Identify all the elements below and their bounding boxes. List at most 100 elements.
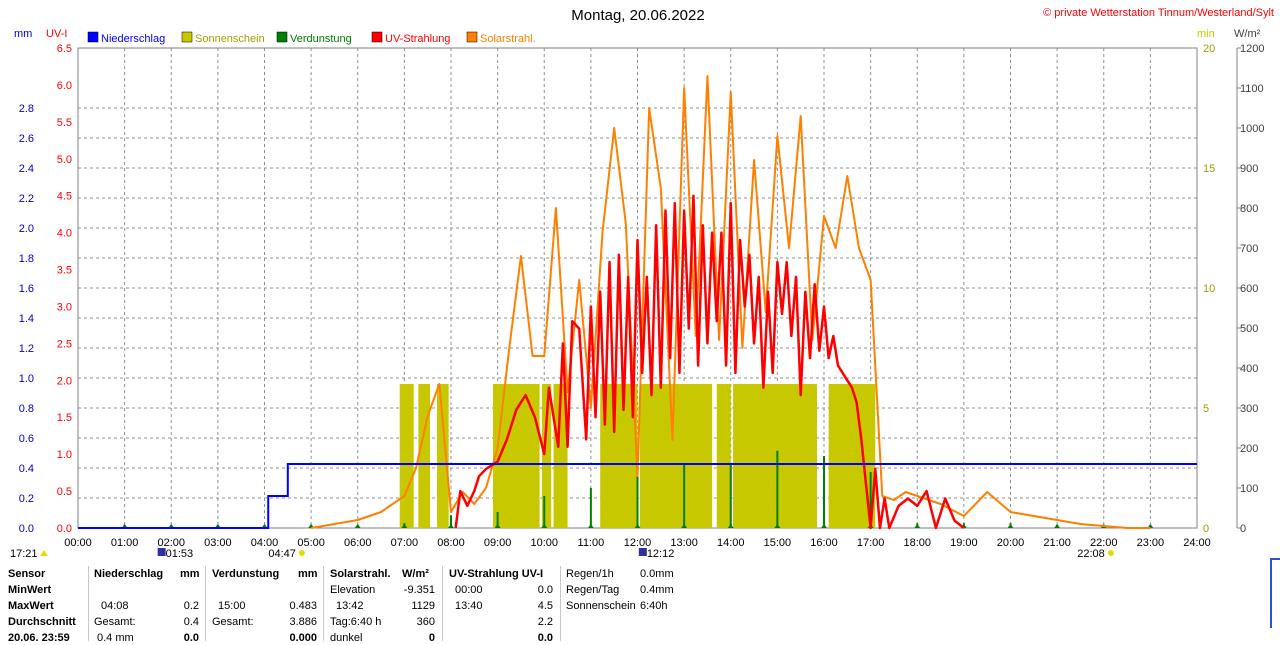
evaporation-marker [774, 524, 781, 528]
evap-total-value: 3.886 [289, 616, 317, 628]
sensor-header: Sensor [8, 568, 46, 580]
moon-time-label: 12:12 [647, 548, 675, 560]
rain-last-value: 0.0 [183, 632, 199, 644]
uv-last-value: 0.0 [537, 632, 553, 644]
x-tick-label: 15:00 [764, 537, 792, 549]
solar-tick-label: 1200 [1240, 43, 1264, 55]
x-tick-label: 19:00 [950, 537, 978, 549]
uv-tick-label: 1.5 [57, 412, 72, 424]
rain-tick-label: 0.2 [19, 493, 34, 505]
x-tick-label: 24:00 [1183, 537, 1211, 549]
sun-tick-label: 5 [1203, 403, 1209, 415]
solar-elev-value: -9.351 [403, 584, 435, 596]
evap-max-time: 15:00 [218, 600, 246, 612]
x-tick-label: 14:00 [717, 537, 745, 549]
rain-axis-unit: mm [14, 28, 32, 40]
evap-max-value: 0.483 [289, 600, 317, 612]
legend-swatch [276, 31, 288, 43]
evaporation-marker [727, 524, 734, 528]
solar-elev-label: Elevation [330, 584, 376, 596]
weather-chart: Montag, 20.06.2022 © private Wetterstati… [10, 7, 1274, 560]
rain-tick-label: 2.2 [19, 193, 34, 205]
uv-tick-label: 3.0 [57, 301, 72, 313]
rain-tick-label: 0.0 [19, 523, 34, 535]
rain-header: Niederschlag [94, 568, 164, 580]
solar-unit: W/m² [402, 568, 429, 580]
x-tick-label: 21:00 [1043, 537, 1071, 549]
uv-axis-unit: UV-I [46, 28, 67, 40]
x-tick-label: 13:00 [670, 537, 698, 549]
copyright-text: © private Wetterstation Tinnum/Westerlan… [1043, 7, 1274, 19]
x-tick-label: 17:00 [857, 537, 885, 549]
uv-max-time: 13:40 [455, 600, 483, 612]
evap-header: Verdunstung [212, 568, 280, 580]
x-tick-label: 04:00 [251, 537, 279, 549]
sunshine-bar [716, 384, 731, 528]
evaporation-marker [1054, 524, 1061, 528]
evaporation-marker [401, 524, 408, 528]
time-markers: 17:21 01:53 04:47 12:12 22:08 [10, 548, 1114, 560]
solar-day-label: Tag:6:40 h [330, 616, 382, 628]
rain-total-label: Gesamt: [94, 616, 136, 628]
sunset-time-label: 17:21 [10, 548, 38, 560]
x-tick-label: 18:00 [903, 537, 931, 549]
uv-tick-label: 4.0 [57, 228, 72, 240]
sunshine-bar [399, 384, 414, 528]
evap-unit: mm [298, 568, 318, 580]
uv-line [454, 194, 965, 530]
sunshine-bar [733, 384, 818, 528]
solar-tick-label: 100 [1240, 483, 1258, 495]
summary-value-rain-day: 0.4mm [640, 584, 674, 596]
solar-day-value: 360 [416, 616, 435, 628]
sunshine-bar [418, 384, 431, 528]
solar-tick-label: 0 [1240, 523, 1246, 535]
chart-title: Montag, 20.06.2022 [571, 7, 704, 24]
sun-axis-unit: min [1197, 28, 1215, 40]
evap-last-value: 0.000 [289, 632, 317, 644]
legend-swatch [181, 31, 193, 43]
sun-tick-label: 10 [1203, 283, 1215, 295]
sunshine-bar [553, 384, 568, 528]
solar-tick-label: 1100 [1240, 83, 1264, 95]
x-tick-label: 10:00 [530, 537, 558, 549]
sun-marker-icon [298, 550, 305, 556]
row-label-current: 20.06. 23:59 [8, 632, 70, 644]
x-tick-label: 09:00 [484, 537, 512, 549]
sun-tick-label: 0 [1203, 523, 1209, 535]
summary-label-rain-day: Regen/Tag [566, 584, 620, 596]
uv-header: UV-Strahlung UV-I [449, 568, 544, 580]
uv-min-time: 00:00 [455, 584, 483, 596]
chart-axes: 0.0 0.2 0.4 0.6 0.8 1.0 1.2 1.4 1.6 1.8 2.0 2.2 2.4 2… [19, 43, 1265, 549]
moon-time-label: 01:53 [166, 548, 194, 560]
x-tick-label: 11:00 [578, 537, 605, 549]
uv-tick-label: 0.5 [57, 486, 72, 498]
evaporation-marker [448, 524, 454, 528]
uv-tick-label: 5.5 [57, 117, 72, 129]
row-label-max: MaxWert [8, 600, 54, 612]
chart-legend: Niederschlag Sonnenschein Verdunstung UV-St… [87, 31, 536, 45]
uv-min-value: 0.0 [537, 584, 553, 596]
uv-tick-label: 2.5 [57, 338, 72, 350]
solar-dark-label: dunkel [330, 632, 363, 644]
uv-tick-label: 4.5 [57, 191, 72, 203]
solar-dark-value: 0 [428, 632, 435, 644]
uv-tick-label: 6.0 [57, 80, 72, 92]
evaporation-marker [494, 524, 501, 528]
solar-tick-label: 300 [1240, 403, 1258, 415]
sun-time-label: 22:08 [1077, 548, 1105, 560]
rain-series [78, 463, 1197, 529]
solar-tick-label: 200 [1240, 443, 1258, 455]
x-tick-label: 06:00 [344, 537, 372, 549]
rain-tick-label: 0.4 [19, 463, 34, 475]
x-tick-label: 05:00 [297, 537, 325, 549]
x-tick-label: 02:00 [157, 537, 185, 549]
legend-swatch [87, 31, 99, 43]
legend-label: Niederschlag [101, 33, 165, 45]
row-label-min: MinWert [8, 584, 52, 596]
rain-max-time: 04:08 [101, 600, 129, 612]
evaporation-marker [354, 524, 361, 528]
rain-tick-label: 1.6 [19, 283, 34, 295]
uv-series [454, 194, 965, 530]
mini-graph-frame [1270, 558, 1280, 628]
sun-time-label: 04:47 [268, 548, 296, 560]
